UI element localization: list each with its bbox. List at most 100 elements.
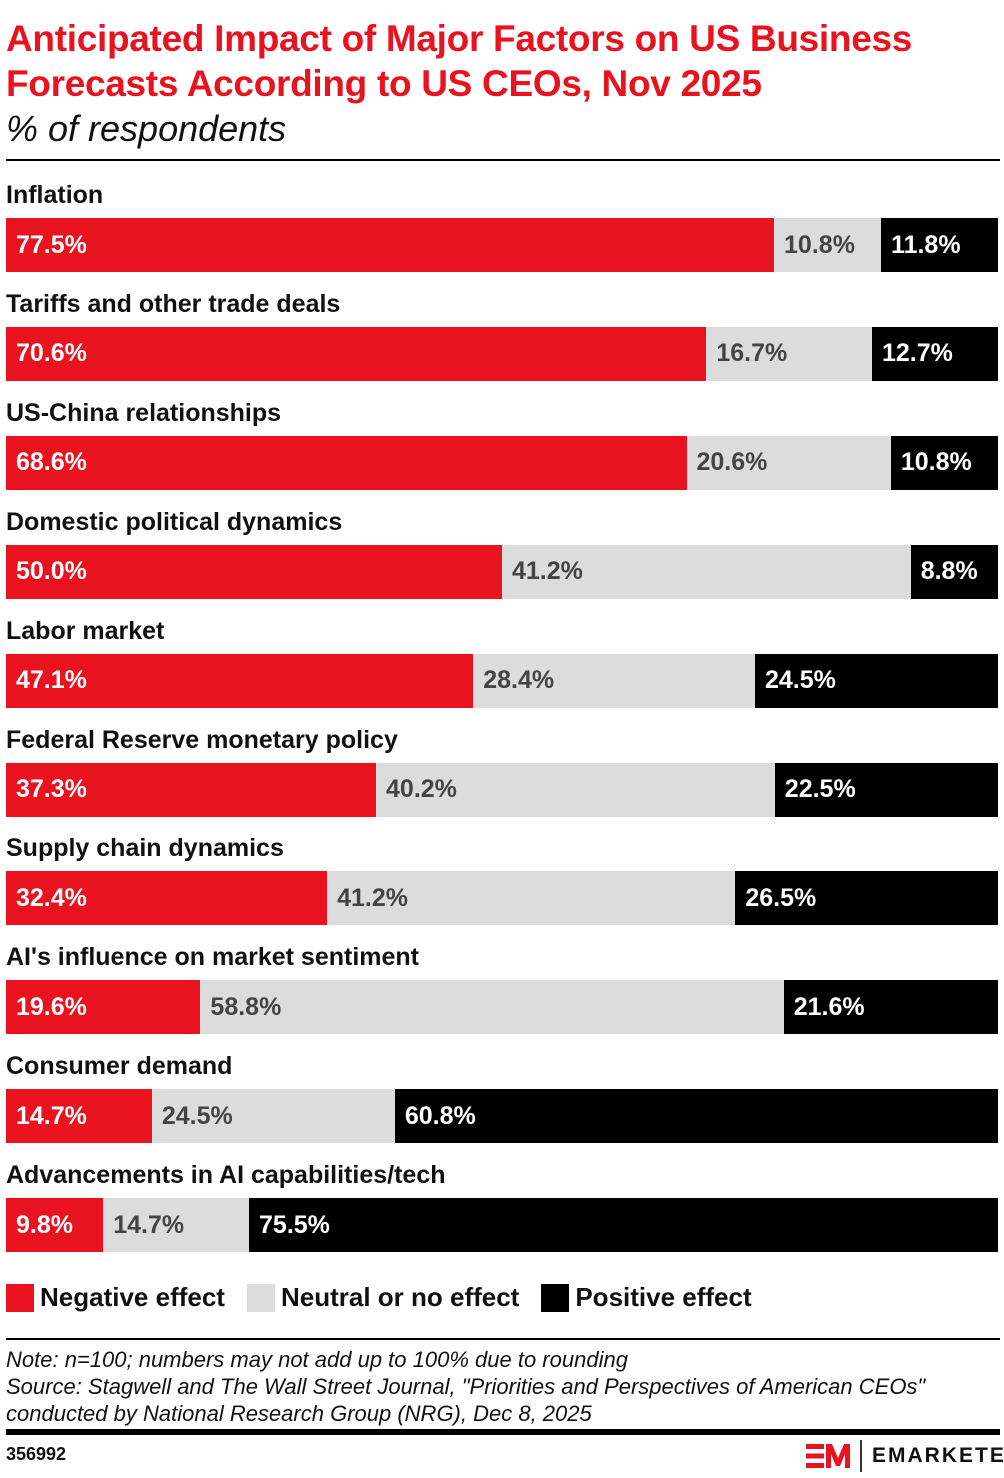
emarketer-logo: EMARKETER [806, 1440, 1004, 1472]
category-label: Tariffs and other trade deals [6, 289, 341, 318]
data-label: 37.3% [16, 775, 87, 803]
notes: Note: n=100; numbers may not add up to 1… [6, 1346, 925, 1427]
data-label: 19.6% [16, 992, 87, 1021]
bar-segment-negative: 50.0% [6, 544, 502, 599]
data-label: 21.6% [793, 992, 865, 1021]
category-label: Federal Reserve monetary policy [6, 725, 398, 754]
top-divider [6, 159, 1000, 161]
bar-segment-negative: 19.6% [6, 980, 201, 1035]
category-label: AI's influence on market sentiment [6, 943, 419, 972]
stacked-bar: 9.8% 14.7% 75.5% [6, 1198, 998, 1253]
notes-divider [6, 1338, 1000, 1340]
bar-segment-positive: 10.8% [890, 435, 998, 490]
data-label: 41.2% [337, 883, 408, 912]
bar-segment-positive: 26.5% [735, 871, 998, 926]
bar-segment-positive: 8.8% [910, 544, 998, 599]
bar-segment-neutral: 28.4% [473, 653, 755, 708]
data-label: 24.5% [161, 1101, 233, 1130]
bar-segment-neutral: 41.2% [502, 544, 911, 599]
data-label: 58.8% [210, 992, 282, 1021]
stacked-bar: 68.6% 20.6% 10.8% [6, 435, 998, 490]
bar-segment-positive: 12.7% [872, 326, 998, 381]
bar-segment-neutral: 40.2% [376, 762, 775, 817]
data-label: 11.8% [891, 230, 961, 259]
data-label: 28.4% [483, 666, 555, 695]
stacked-bar: 19.6% 58.8% 21.6% [6, 980, 998, 1035]
stacked-bar: 70.6% 16.7% 12.7% [6, 326, 998, 381]
bar-segment-negative: 37.3% [6, 762, 377, 817]
bar-segment-neutral: 41.2% [327, 871, 736, 926]
data-label: 24.5% [764, 666, 836, 695]
stacked-bar: 14.7% 24.5% 60.8% [6, 1089, 998, 1144]
bar-segment-positive: 11.8% [881, 218, 998, 272]
stacked-bar: 32.4% 41.2% 26.5% [6, 871, 998, 926]
data-label: 26.5% [745, 883, 817, 912]
data-label: 8.8% [920, 557, 978, 586]
category-label: Inflation [6, 181, 104, 209]
bar-segment-negative: 32.4% [6, 871, 328, 926]
brand-name: EMARKETER [872, 1444, 1004, 1467]
data-label: 22.5% [784, 775, 856, 803]
em-logo-icon [806, 1444, 850, 1468]
legend-item: Negative effect [6, 1282, 225, 1313]
data-label: 16.7% [716, 339, 788, 368]
category-label: Domestic political dynamics [6, 507, 343, 536]
legend-item: Positive effect [541, 1282, 752, 1313]
category-label: Labor market [6, 616, 165, 645]
stacked-bar: 37.3% 40.2% 22.5% [6, 762, 998, 817]
footer-divider [6, 1429, 1000, 1435]
source-cont: conducted by National Research Group (NR… [6, 1401, 592, 1426]
stacked-bar: 50.0% 41.2% 8.8% [6, 544, 998, 599]
data-label: 50.0% [16, 557, 87, 586]
data-label: 32.4% [16, 883, 87, 912]
category-label: Consumer demand [6, 1052, 233, 1081]
data-label: 14.7% [113, 1210, 185, 1239]
legend-label: Positive effect [575, 1282, 752, 1312]
legend-label: Neutral or no effect [280, 1282, 520, 1312]
data-label: 9.8% [16, 1210, 73, 1239]
legend-item: Neutral or no effect [246, 1282, 520, 1313]
data-label: 41.2% [512, 557, 583, 586]
chart-subtitle: % of respondents [6, 108, 287, 149]
chart-title: Anticipated Impact of Major Factors on U… [6, 18, 913, 104]
data-label: 12.7% [882, 339, 953, 368]
data-label: 20.6% [696, 448, 768, 477]
category-label: Supply chain dynamics [6, 834, 284, 863]
bar-segment-positive: 22.5% [774, 762, 998, 817]
bar-segment-positive: 60.8% [394, 1089, 998, 1144]
chart-id: 356992 [6, 1444, 67, 1464]
legend-swatch [541, 1283, 570, 1312]
bar-segment-positive: 21.6% [783, 980, 998, 1035]
source: Source: Stagwell and The Wall Street Jou… [6, 1374, 926, 1399]
bar-segment-negative: 77.5% [6, 218, 775, 272]
legend-swatch [6, 1283, 34, 1312]
data-label: 10.8% [784, 230, 855, 259]
bar-segment-negative: 70.6% [6, 326, 707, 381]
data-label: 77.5% [16, 230, 87, 259]
bar-segment-negative: 47.1% [6, 653, 474, 708]
category-label: US-China relationships [6, 398, 282, 427]
logo-divider [860, 1440, 862, 1472]
bar-segment-neutral: 10.8% [774, 218, 882, 272]
legend-swatch [246, 1283, 275, 1312]
data-label: 40.2% [386, 775, 457, 803]
bar-segment-neutral: 58.8% [200, 980, 784, 1035]
data-label: 68.6% [16, 448, 87, 477]
bar-segment-neutral: 16.7% [706, 326, 872, 381]
legend: Negative effect Neutral or no effect Posit… [6, 1282, 774, 1313]
bar-segment-negative: 9.8% [6, 1198, 104, 1253]
bar-segment-negative: 68.6% [6, 435, 687, 490]
bar-segment-neutral: 20.6% [686, 435, 891, 490]
bar-segment-positive: 75.5% [249, 1198, 998, 1253]
bar-segment-negative: 14.7% [6, 1089, 152, 1144]
legend-label: Negative effect [40, 1282, 225, 1312]
data-label: 10.8% [900, 448, 972, 477]
data-label: 60.8% [404, 1101, 476, 1130]
bar-segment-neutral: 14.7% [103, 1198, 250, 1253]
data-label: 47.1% [16, 666, 87, 695]
data-label: 75.5% [259, 1210, 330, 1239]
data-label: 14.7% [16, 1101, 87, 1130]
data-label: 70.6% [16, 339, 87, 368]
bar-segment-positive: 24.5% [754, 653, 998, 708]
